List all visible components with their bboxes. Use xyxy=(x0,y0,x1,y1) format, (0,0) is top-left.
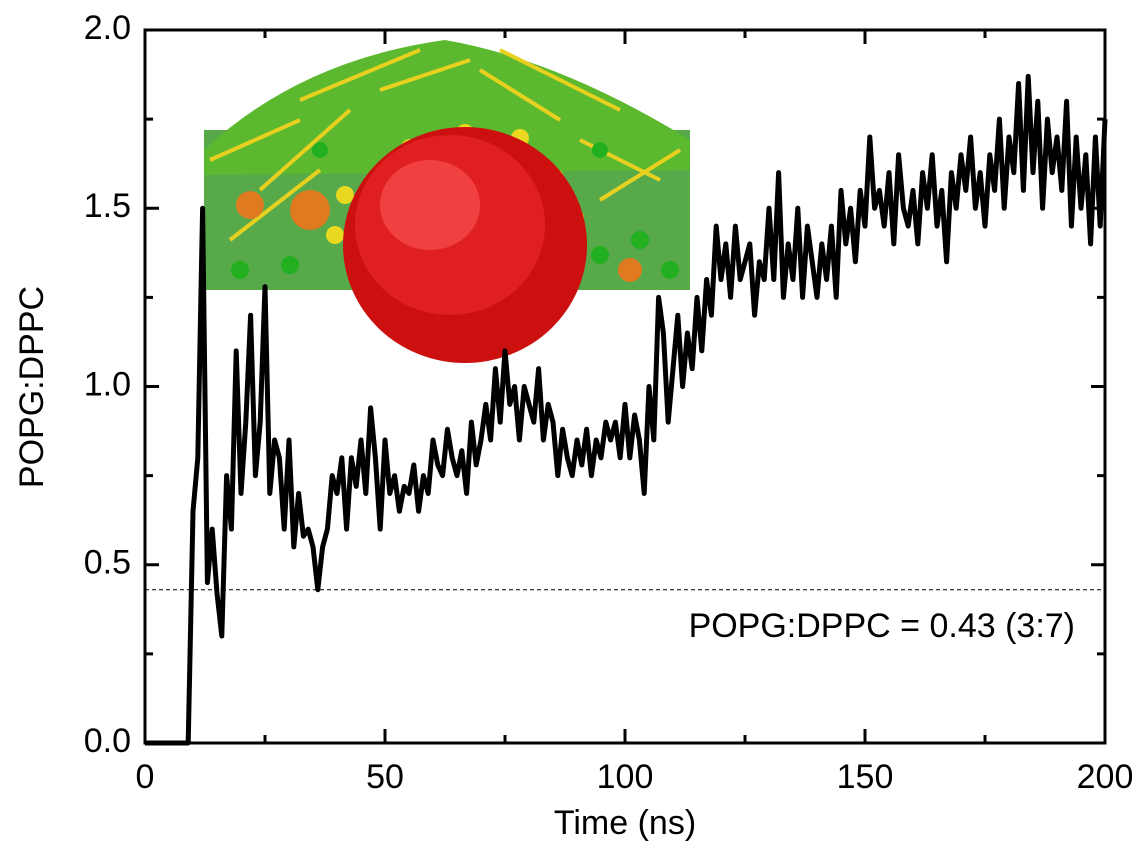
y-tick-label: 2.0 xyxy=(84,9,131,47)
y-tick-label: 1.5 xyxy=(84,187,131,225)
data-line xyxy=(145,73,1108,746)
x-tick-label: 50 xyxy=(366,758,404,796)
y-tick-label: 0.0 xyxy=(84,722,131,760)
x-tick-label: 150 xyxy=(837,758,894,796)
y-axis-label: POPG:DPPC xyxy=(13,286,51,488)
x-tick-label: 200 xyxy=(1077,758,1134,796)
x-axis-label: Time (ns) xyxy=(554,804,696,842)
x-tick-label: 0 xyxy=(136,758,155,796)
inset-image xyxy=(204,40,690,363)
y-tick-label: 1.0 xyxy=(84,365,131,403)
y-tick-label: 0.5 xyxy=(84,544,131,582)
x-tick-label: 100 xyxy=(597,758,654,796)
annotation: POPG:DPPC = 0.43 (3:7) xyxy=(689,607,1075,645)
